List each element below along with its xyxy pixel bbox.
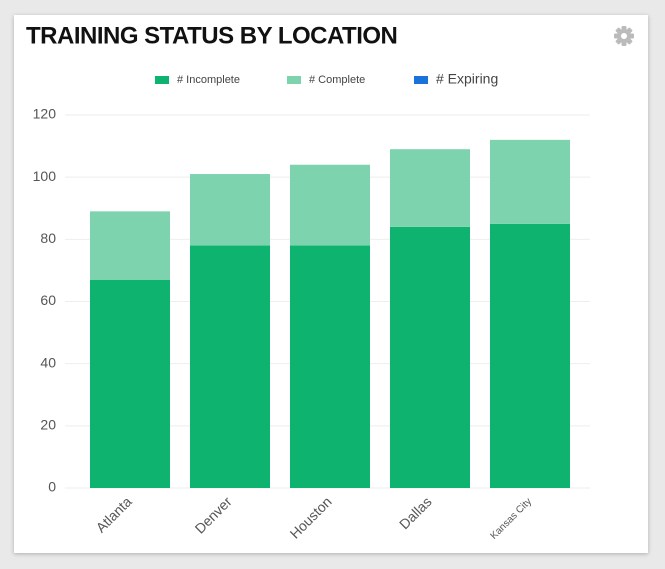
settings-icon[interactable] — [614, 26, 634, 46]
bar-segment — [90, 211, 170, 280]
y-tick-label: 120 — [33, 106, 57, 122]
legend-label: # Expiring — [436, 71, 498, 87]
y-tick-label: 100 — [33, 168, 57, 184]
chart-title: TRAINING STATUS BY LOCATION — [26, 22, 397, 49]
x-tick-label: Houston — [287, 493, 335, 541]
x-tick-label: Kansas City — [488, 496, 534, 542]
y-tick-label: 40 — [40, 354, 56, 370]
legend-swatch — [155, 76, 169, 84]
legend-label: # Incomplete — [177, 74, 240, 86]
bar-segment — [390, 149, 470, 227]
y-tick-label: 60 — [40, 292, 56, 308]
bar-segment — [290, 245, 370, 488]
bar-segment — [290, 164, 370, 246]
bar-segment — [190, 245, 270, 488]
x-tick-label: Dallas — [396, 493, 435, 532]
legend-swatch — [287, 76, 301, 84]
bar-segment — [90, 279, 170, 488]
x-tick-label: Denver — [192, 493, 235, 536]
y-tick-label: 0 — [48, 479, 56, 495]
y-tick-label: 20 — [40, 417, 56, 433]
x-tick-label: Atlanta — [93, 493, 135, 535]
y-tick-label: 80 — [40, 230, 56, 246]
bar-segment — [190, 174, 270, 246]
legend-swatch — [414, 76, 428, 84]
gear-hole — [621, 33, 627, 39]
bar-segment — [390, 226, 470, 488]
bar-segment — [490, 223, 570, 488]
legend-label: # Complete — [309, 74, 365, 86]
bar-segment — [490, 139, 570, 224]
